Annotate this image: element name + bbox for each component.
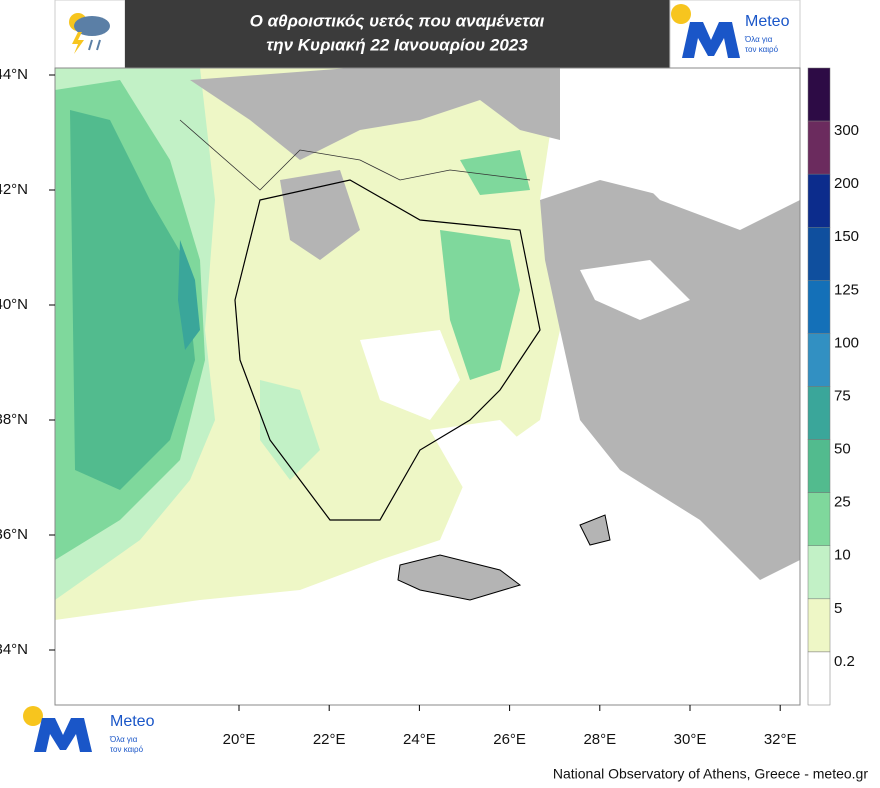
logo-tagline: Όλα για	[744, 35, 773, 44]
legend-swatch	[807, 333, 831, 387]
logo-mark	[671, 4, 740, 58]
legend-label: 25	[834, 494, 851, 511]
lat-label: 40°N	[0, 296, 28, 313]
lat-label: 42°N	[0, 181, 28, 198]
legend-label: 75	[834, 387, 851, 404]
logo-brand: Meteo	[745, 13, 790, 30]
map-frame	[54, 67, 801, 706]
legend-swatch	[807, 120, 831, 175]
lat-label: 36°N	[0, 526, 28, 543]
legend-swatch	[807, 439, 831, 493]
footer-credit: National Observatory of Athens, Greece -…	[553, 766, 868, 782]
legend-label: 50	[834, 441, 851, 458]
legend-label: 10	[834, 547, 851, 564]
legend-label: 100	[834, 334, 859, 351]
lon-label: 30°E	[674, 731, 707, 748]
lon-label: 22°E	[313, 731, 346, 748]
weather-icon	[69, 13, 110, 54]
legend-swatch	[807, 651, 831, 706]
legend-swatch	[807, 598, 831, 653]
lat-label: 44°N	[0, 66, 28, 83]
map	[55, 68, 800, 705]
legend-swatch	[807, 173, 831, 228]
lon-label: 20°E	[223, 731, 256, 748]
lon-label: 32°E	[764, 731, 797, 748]
logo-tagline: τον καιρό	[745, 45, 779, 54]
logo-tagline: Όλα για	[109, 735, 138, 744]
lon-label: 28°E	[583, 731, 616, 748]
lat-label: 34°N	[0, 641, 28, 658]
legend-label: 5	[834, 600, 842, 617]
legend-swatch	[807, 492, 831, 546]
logo-mark	[23, 706, 92, 752]
legend-swatch	[807, 386, 831, 440]
lon-label: 26°E	[493, 731, 526, 748]
title-line: Ο αθροιστικός υετός που αναμένεται	[250, 11, 545, 30]
legend-label: 200	[834, 175, 859, 192]
legend-swatch	[807, 545, 831, 600]
legend-swatch	[807, 67, 831, 122]
legend-label: 150	[834, 228, 859, 245]
legend-label: 0.2	[834, 653, 855, 670]
logo-brand: Meteo	[110, 713, 155, 730]
logo-tagline: τον καιρό	[110, 745, 144, 754]
title-line: την Κυριακή 22 Ιανουαρίου 2023	[266, 35, 528, 54]
title-bar	[125, 0, 670, 68]
legend-swatch	[807, 280, 831, 334]
lon-label: 24°E	[403, 731, 436, 748]
lat-label: 38°N	[0, 411, 28, 428]
legend-label: 125	[834, 281, 859, 298]
legend-swatch	[807, 227, 831, 281]
legend-label: 300	[834, 122, 859, 139]
